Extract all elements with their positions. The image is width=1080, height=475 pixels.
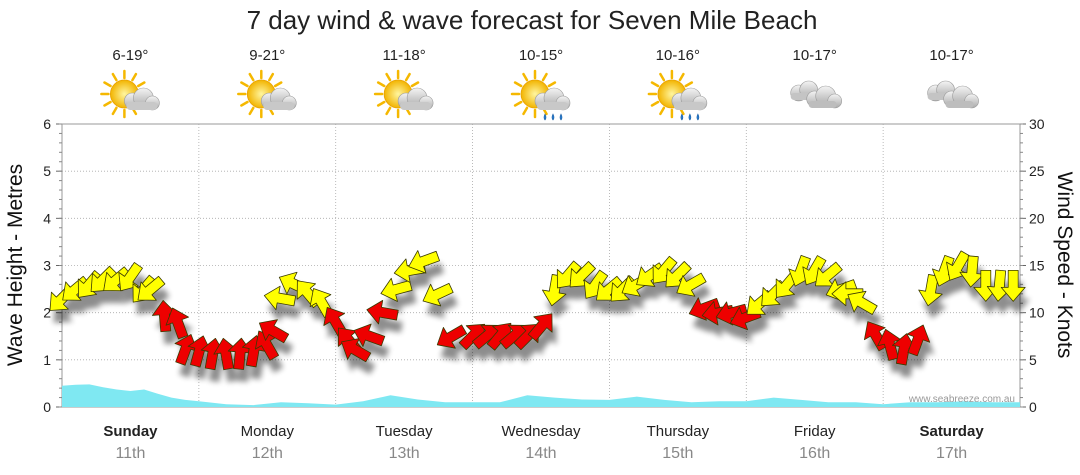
day-date: 14th [525, 445, 556, 462]
sun-showers-icon [510, 69, 571, 121]
wind-arrow [165, 307, 189, 340]
day-temperature: 11-18° [383, 47, 426, 64]
day-labels: Sunday 11th Monday 12th Tuesday 13th Wednesday… [103, 423, 984, 462]
day-temperature: 10-17° [929, 47, 973, 64]
day-date: 16th [799, 445, 830, 462]
day-name: Friday [794, 423, 836, 440]
wind-arrows [49, 250, 1026, 371]
left-tick-label: 3 [43, 258, 51, 274]
wind-arrow [263, 285, 297, 311]
day-date: 13th [389, 445, 420, 462]
wind-arrow [422, 282, 454, 307]
chart-title: 7 day wind & wave forecast for Seven Mil… [247, 5, 818, 35]
wind-arrow [906, 324, 931, 357]
day-date: 12th [252, 445, 283, 462]
wind-arrow [436, 324, 468, 349]
day-date: 11th [115, 445, 145, 462]
right-tick-label: 30 [1029, 116, 1045, 132]
right-axis-label: Wind Speed - Knots [1053, 172, 1076, 359]
credit-text: www.seabreeze.com.au [908, 394, 1015, 405]
left-tick-label: 0 [43, 399, 51, 415]
right-tick-label: 5 [1029, 352, 1037, 368]
wind-arrow [380, 277, 413, 302]
wind-arrow [408, 250, 440, 274]
day-date: 15th [662, 445, 693, 462]
day-temperature: 6-19° [112, 47, 148, 64]
left-tick-label: 2 [43, 305, 51, 321]
wind-arrow [847, 290, 878, 315]
wind-arrow [676, 272, 707, 297]
cloudy-icon [790, 80, 843, 109]
day-temperature: 9-21° [249, 47, 285, 64]
left-tick-label: 5 [43, 163, 51, 179]
right-tick-label: 25 [1029, 163, 1045, 179]
day-temperature: 10-15° [519, 47, 563, 64]
sun-showers-icon [647, 69, 708, 121]
day-name: Monday [241, 423, 295, 440]
left-tick-label: 6 [43, 116, 51, 132]
wind-arrow [1000, 269, 1026, 302]
cloudy-icon [927, 80, 979, 109]
wind-arrow [366, 299, 399, 325]
day-name: Sunday [103, 423, 158, 440]
weather-row: 6-19° 9-21° 11-18° 10-15° 10-16° 10-17° 10-17° [100, 47, 979, 121]
day-date: 17th [936, 445, 967, 462]
right-axis: 0 5 10 15 20 25 30 [1020, 116, 1045, 415]
right-tick-label: 10 [1029, 305, 1045, 321]
day-temperature: 10-17° [793, 47, 837, 64]
left-axis: 0 1 2 3 4 5 6 [43, 116, 62, 415]
right-tick-label: 0 [1029, 399, 1037, 415]
day-temperature: 10-16° [656, 47, 700, 64]
left-axis-label: Wave Height - Metres [4, 164, 27, 366]
wind-arrow [258, 319, 290, 344]
wind-arrow [118, 262, 143, 292]
right-tick-label: 15 [1029, 258, 1045, 274]
partly-cloudy-icon [237, 69, 297, 119]
day-name: Thursday [647, 423, 710, 440]
wind-arrow [527, 313, 553, 342]
wind-arrow [137, 275, 166, 301]
left-tick-label: 1 [43, 352, 51, 368]
partly-cloudy-icon [373, 69, 434, 119]
day-name: Saturday [919, 423, 984, 440]
left-tick-label: 4 [43, 210, 51, 226]
partly-cloudy-icon [100, 69, 160, 119]
wave-height-area [62, 384, 1020, 407]
right-tick-label: 20 [1029, 210, 1045, 226]
wind-arrow [353, 323, 386, 347]
wind-arrow [918, 274, 943, 307]
day-name: Tuesday [376, 423, 433, 440]
day-name: Wednesday [502, 423, 581, 440]
